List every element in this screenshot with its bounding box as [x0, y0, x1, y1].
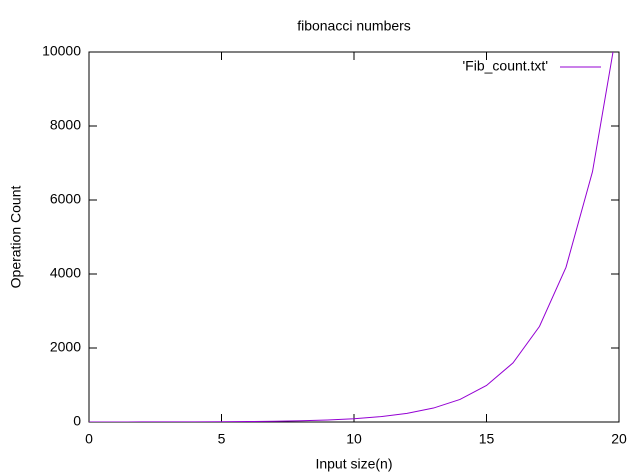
- legend-label: 'Fib_count.txt': [463, 58, 549, 74]
- x-tick-label: 10: [346, 431, 362, 447]
- chart-title: fibonacci numbers: [297, 18, 411, 34]
- y-axis-label: Operation Count: [8, 186, 24, 289]
- plot-area: [89, 52, 614, 422]
- plot-border: [88, 51, 620, 423]
- y-tick-label: 8000: [50, 117, 81, 133]
- y-tick-label: 6000: [50, 191, 81, 207]
- x-tick-label: 5: [218, 431, 226, 447]
- data-line: [89, 52, 614, 422]
- y-tick-label: 10000: [42, 43, 81, 59]
- x-tick-label: 15: [479, 431, 495, 447]
- y-tick-label: 2000: [50, 339, 81, 355]
- y-tick-label: 0: [73, 413, 81, 429]
- x-tick-label: 20: [611, 431, 627, 447]
- x-axis-label: Input size(n): [315, 456, 392, 472]
- y-tick-label: 4000: [50, 265, 81, 281]
- x-tick-label: 0: [85, 431, 93, 447]
